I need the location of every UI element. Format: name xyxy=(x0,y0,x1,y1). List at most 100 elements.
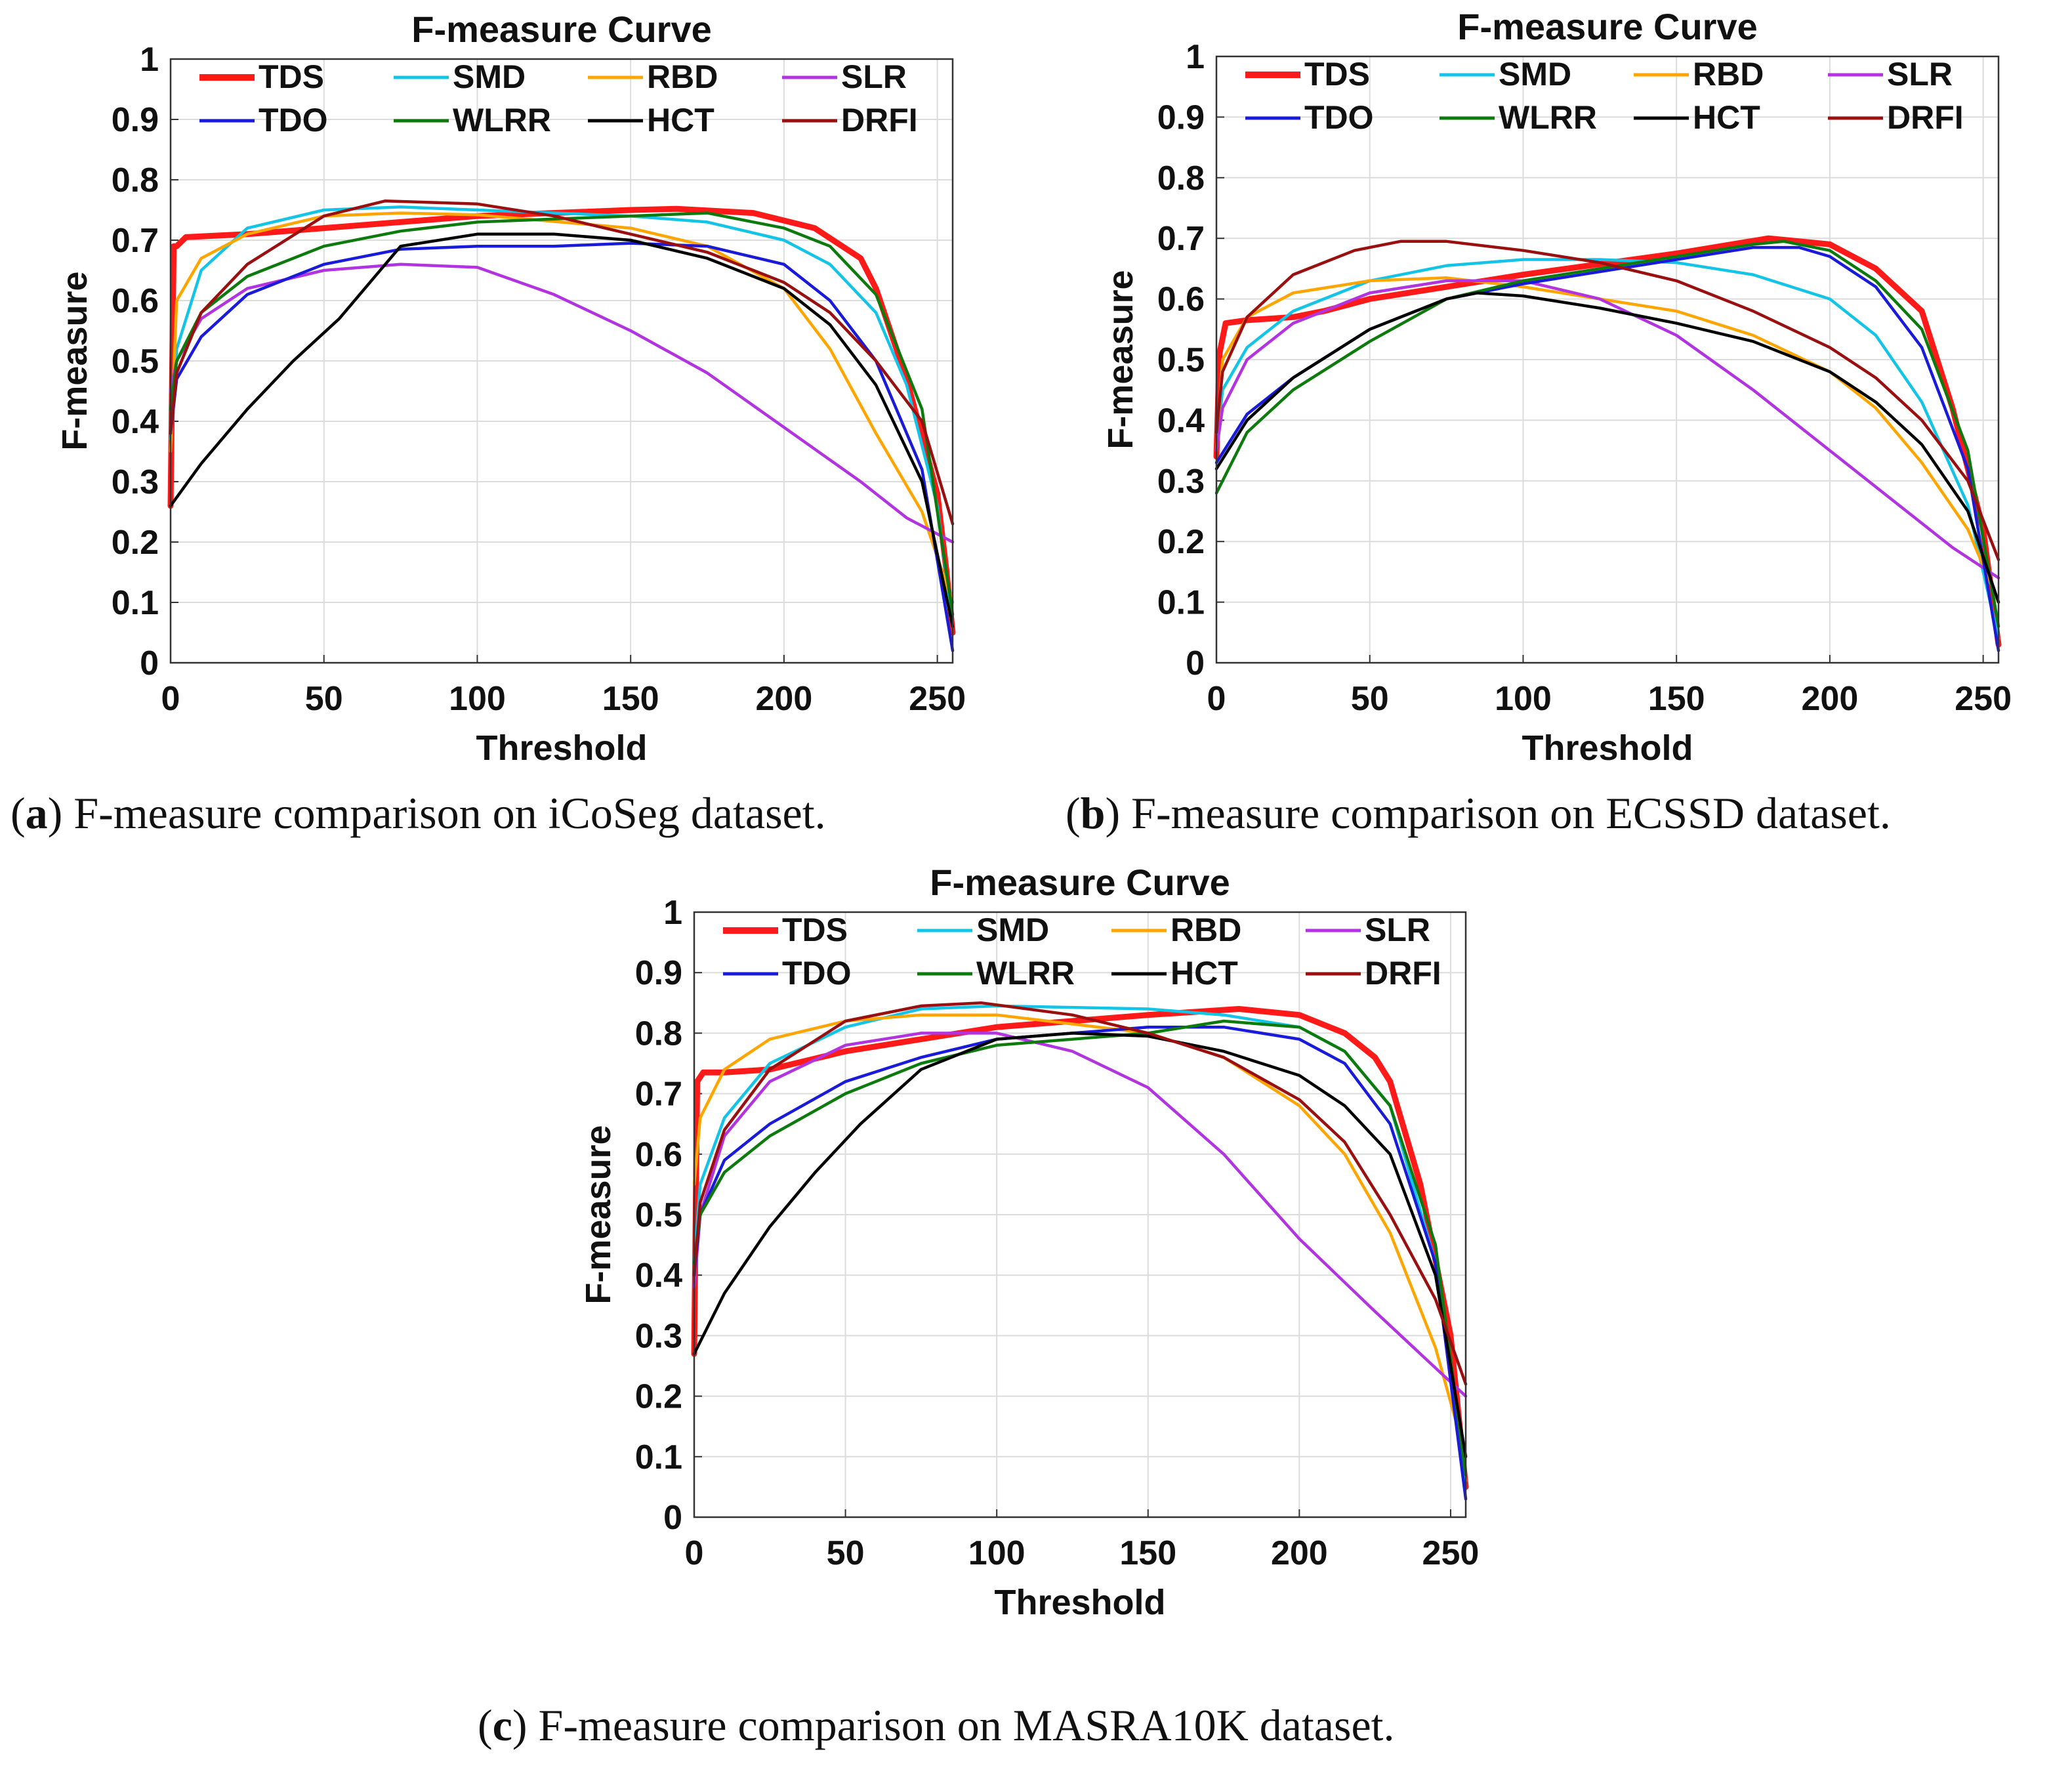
legend-label-tdo: TDO xyxy=(1304,99,1374,136)
y-tick-label-0-2: 0.2 xyxy=(1157,523,1205,561)
y-tick-label-0-6: 0.6 xyxy=(112,282,159,320)
x-tick-label-200: 200 xyxy=(1802,680,1859,718)
y-tick-label-0-3: 0.3 xyxy=(112,463,159,501)
x-tick-label-200: 200 xyxy=(756,680,813,718)
legend-label-tdo: TDO xyxy=(259,102,328,138)
y-tick-label-1: 1 xyxy=(663,894,682,932)
x-tick-label-150: 150 xyxy=(1648,680,1705,718)
x-tick-label-50: 50 xyxy=(827,1534,865,1572)
y-tick-label-0-5: 0.5 xyxy=(635,1196,682,1234)
y-tick-label-0-8: 0.8 xyxy=(635,1015,682,1053)
legend-label-smd: SMD xyxy=(1499,56,1571,93)
legend-label-slr: SLR xyxy=(1887,56,1953,93)
legend-label-tds: TDS xyxy=(259,58,324,95)
y-tick-label-0: 0 xyxy=(140,644,159,682)
series-line-slr xyxy=(1214,279,2000,579)
y-tick-label-0-2: 0.2 xyxy=(112,524,159,562)
x-tick-label-100: 100 xyxy=(968,1534,1026,1572)
x-tick-label-0: 0 xyxy=(161,680,180,718)
y-axis-label: F-measure xyxy=(579,1125,618,1304)
chart-title: F-measure Curve xyxy=(1457,6,1758,47)
x-axis-label: Threshold xyxy=(476,728,647,768)
y-tick-label-0-1: 0.1 xyxy=(635,1438,682,1476)
series-line-tds xyxy=(167,205,956,636)
caption-a: (a) F-measure comparison on iCoSeg datas… xyxy=(10,788,826,838)
x-tick-label-150: 150 xyxy=(602,680,659,718)
y-tick-label-0-1: 0.1 xyxy=(1157,584,1205,622)
chart-title: F-measure Curve xyxy=(411,9,712,50)
x-tick-label-100: 100 xyxy=(1495,680,1552,718)
x-tick-label-100: 100 xyxy=(449,680,506,718)
chart-panel-c: 0 50 100 150 200 250 0 0.1 0.2 0.3 0.4 0.5 0.6 0.7 0.8… xyxy=(579,862,1480,1622)
legend-label-rbd: RBD xyxy=(1693,56,1764,93)
legend-label-smd: SMD xyxy=(976,911,1049,948)
x-tick-label-150: 150 xyxy=(1119,1534,1176,1572)
y-tick-label-0-6: 0.6 xyxy=(635,1136,682,1174)
series-line-hct xyxy=(169,232,955,629)
series-line-rbd xyxy=(692,1013,1468,1459)
y-tick-label-0: 0 xyxy=(663,1499,682,1537)
y-axis-label: F-measure xyxy=(55,271,94,450)
y-tick-label-0-5: 0.5 xyxy=(1157,341,1205,379)
caption-b: (b) F-measure comparison on ECSSD datase… xyxy=(1066,788,1891,838)
axes-box xyxy=(693,911,1467,1518)
x-tick-label-0: 0 xyxy=(685,1534,704,1572)
legend-label-drfi: DRFI xyxy=(841,102,918,138)
legend-label-rbd: RBD xyxy=(1171,911,1241,948)
legend-label-wlrr: WLRR xyxy=(453,102,551,138)
legend-label-tds: TDS xyxy=(1304,56,1370,93)
x-axis-label: Threshold xyxy=(1522,728,1693,768)
y-tick-label-0-8: 0.8 xyxy=(112,161,159,199)
legend-label-slr: SLR xyxy=(841,58,907,95)
chart-panel-b: 0 50 100 150 200 250 0 0.1 0.2 0.3 0.4 0.5 0.6 0.7 0.8… xyxy=(1101,6,2012,768)
y-tick-label-0-2: 0.2 xyxy=(635,1378,682,1416)
y-tick-label-0-4: 0.4 xyxy=(112,403,159,441)
x-tick-label-250: 250 xyxy=(1955,680,2012,718)
axes-box xyxy=(1215,55,2000,664)
y-tick-label-0-3: 0.3 xyxy=(1157,463,1205,501)
series-line-slr xyxy=(169,262,955,544)
legend-label-slr: SLR xyxy=(1365,911,1430,948)
y-tick-label-0-7: 0.7 xyxy=(112,222,159,260)
y-tick-label-1: 1 xyxy=(1186,38,1205,76)
legend-label-hct: HCT xyxy=(1693,99,1760,136)
y-tick-label-0-1: 0.1 xyxy=(112,584,159,622)
legend-label-tds: TDS xyxy=(782,911,848,948)
y-tick-label-0-4: 0.4 xyxy=(1157,402,1205,440)
y-tick-label-0-3: 0.3 xyxy=(635,1317,682,1355)
series-line-drfi xyxy=(692,1001,1468,1386)
chart-panel-a: 0 50 100 150 200 250 0 0.1 0.2 0.3 0.4 0.5 0.6 0.7 0.8… xyxy=(55,9,966,768)
legend-label-rbd: RBD xyxy=(647,58,718,95)
y-tick-label-1: 1 xyxy=(140,41,159,79)
y-tick-label-0-9: 0.9 xyxy=(635,954,682,992)
legend-label-wlrr: WLRR xyxy=(1499,99,1597,136)
x-tick-label-250: 250 xyxy=(909,680,966,718)
y-tick-label-0: 0 xyxy=(1186,644,1205,682)
y-tick-label-0-8: 0.8 xyxy=(1157,159,1205,198)
x-tick-label-50: 50 xyxy=(1351,680,1389,718)
x-tick-label-250: 250 xyxy=(1422,1534,1480,1572)
series-line-wlrr xyxy=(692,1019,1468,1476)
y-axis-label: F-measure xyxy=(1101,270,1140,449)
x-tick-label-0: 0 xyxy=(1207,680,1226,718)
y-tick-label-0-7: 0.7 xyxy=(635,1076,682,1114)
x-axis-label: Threshold xyxy=(994,1583,1165,1622)
legend-label-drfi: DRFI xyxy=(1365,955,1441,992)
y-tick-label-0-5: 0.5 xyxy=(112,343,159,381)
series-line-smd xyxy=(1214,258,2000,640)
y-tick-label-0-4: 0.4 xyxy=(635,1257,682,1295)
y-tick-label-0-9: 0.9 xyxy=(1157,98,1205,136)
y-tick-label-0-9: 0.9 xyxy=(112,101,159,139)
legend-label-smd: SMD xyxy=(453,58,526,95)
series-line-wlrr xyxy=(1214,240,2000,628)
axes-box xyxy=(169,58,954,664)
x-tick-label-200: 200 xyxy=(1271,1534,1328,1572)
chart-title: F-measure Curve xyxy=(930,862,1230,903)
legend-label-tdo: TDO xyxy=(782,955,852,992)
series-line-drfi xyxy=(169,199,955,526)
legend-label-wlrr: WLRR xyxy=(976,955,1075,992)
series-line-tdo xyxy=(169,241,955,652)
x-tick-label-50: 50 xyxy=(305,680,343,718)
caption-c: (c) F-measure comparison on MASRA10K dat… xyxy=(478,1700,1395,1750)
